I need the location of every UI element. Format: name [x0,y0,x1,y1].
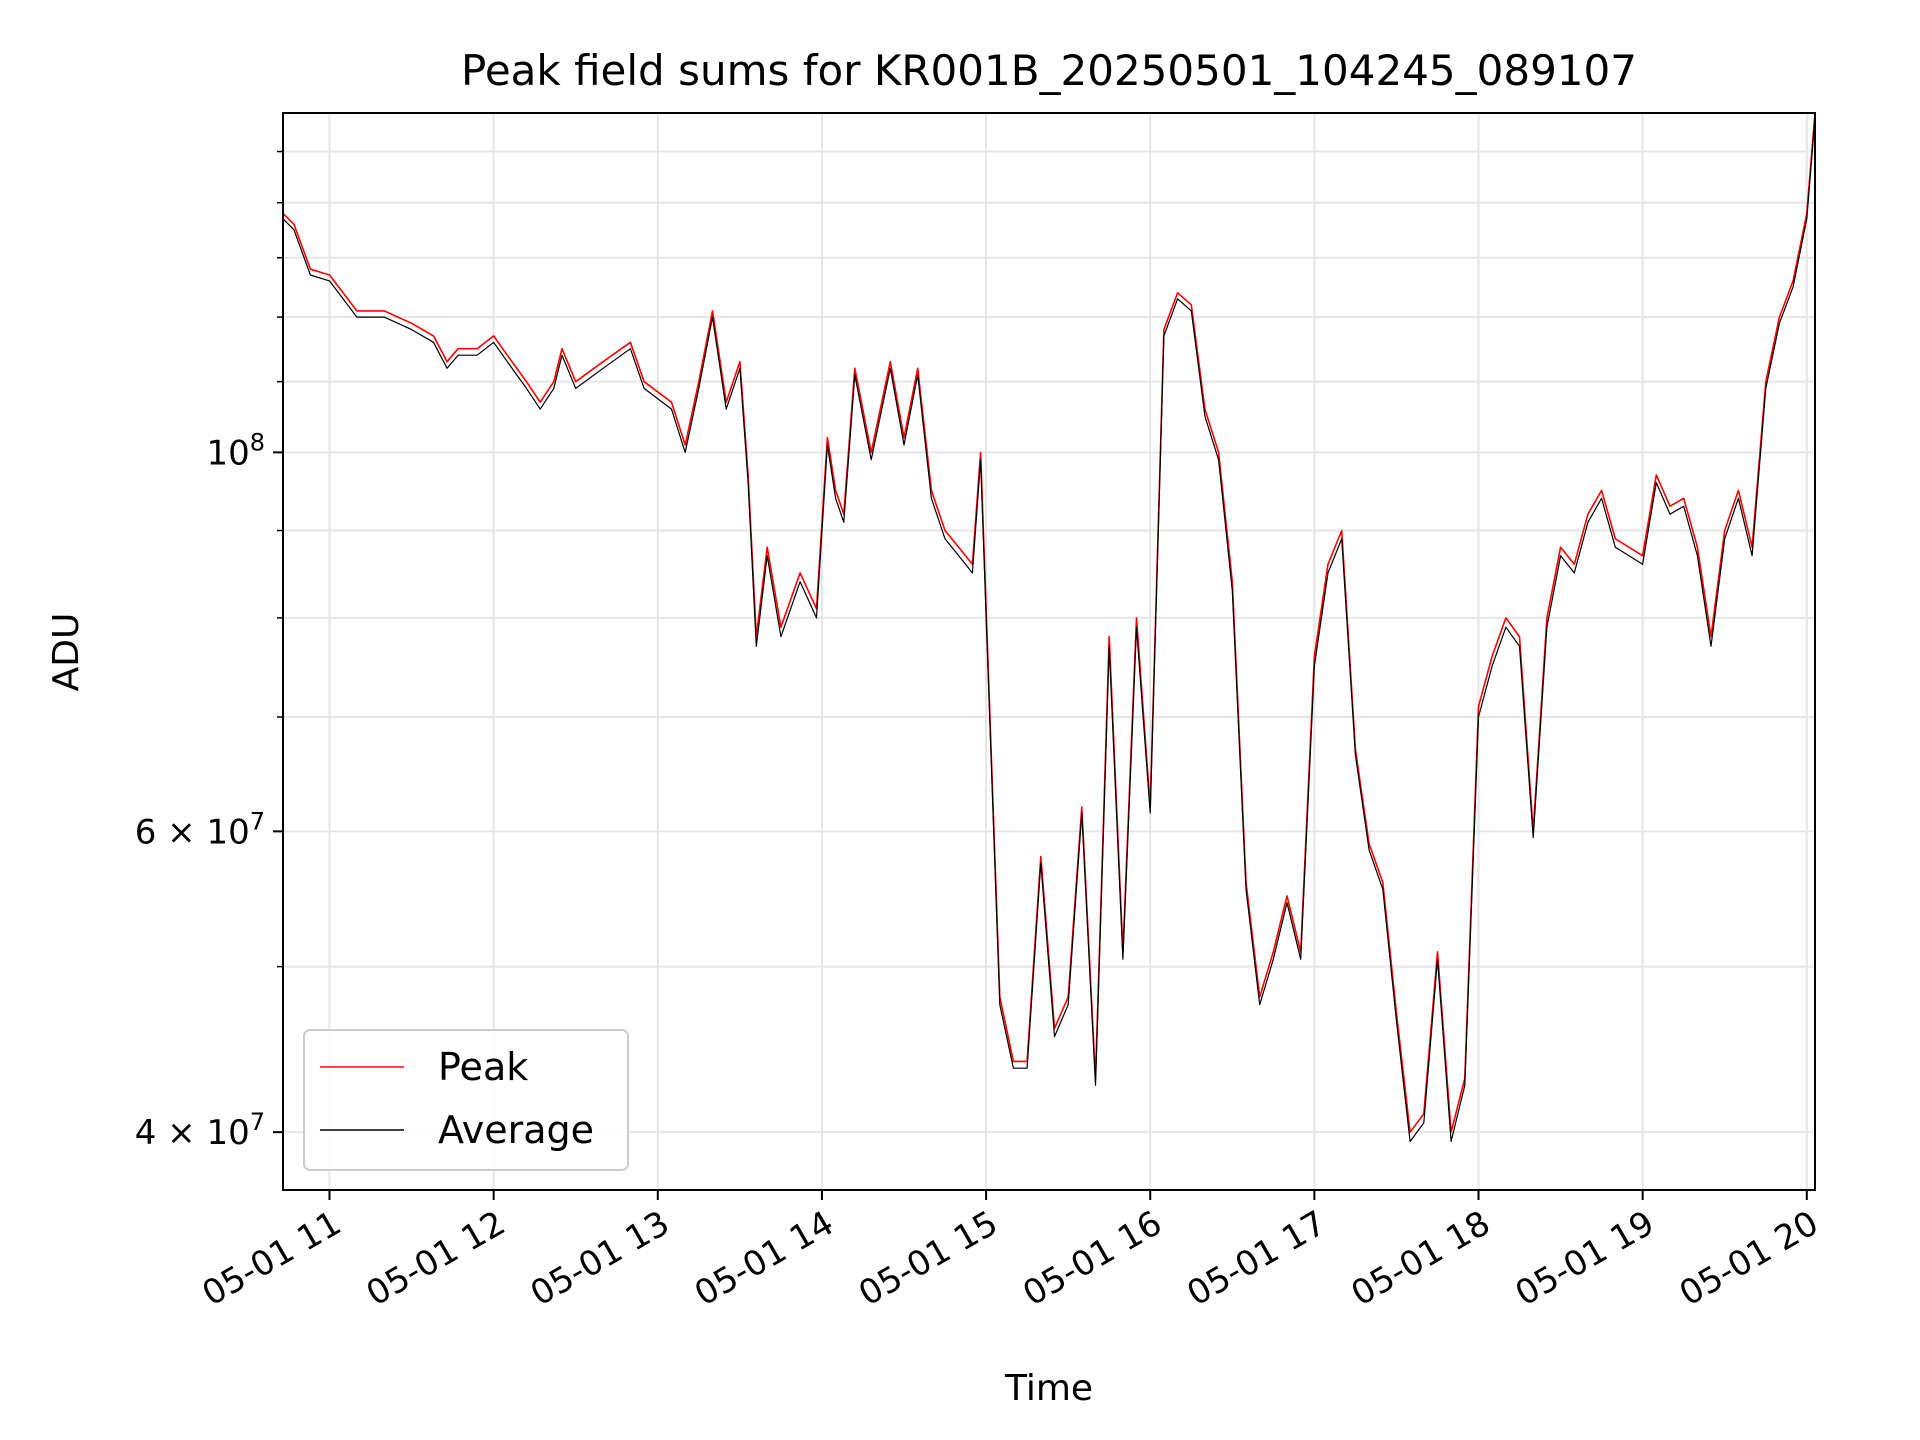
x-axis-label: Time [1004,1368,1093,1409]
series-line-average [282,117,1816,1143]
legend: Peak Average [303,1029,629,1171]
y-tick-label: 108 [206,428,265,473]
series-lines [282,112,1816,1143]
chart-title: Peak field sums for KR001B_20250501_1042… [461,46,1637,95]
legend-label-average: Average [438,1108,594,1152]
grid [283,113,1815,1190]
legend-label-peak: Peak [438,1045,528,1089]
plot-frame [282,112,1816,1191]
y-axis: 108 6 × 107 4 × 107 [135,150,283,1153]
y-tick-label: 4 × 107 [135,1108,265,1153]
y-axis-label: ADU [46,613,87,692]
y-tick-label: 6 × 107 [135,807,265,852]
legend-box [303,1029,629,1171]
